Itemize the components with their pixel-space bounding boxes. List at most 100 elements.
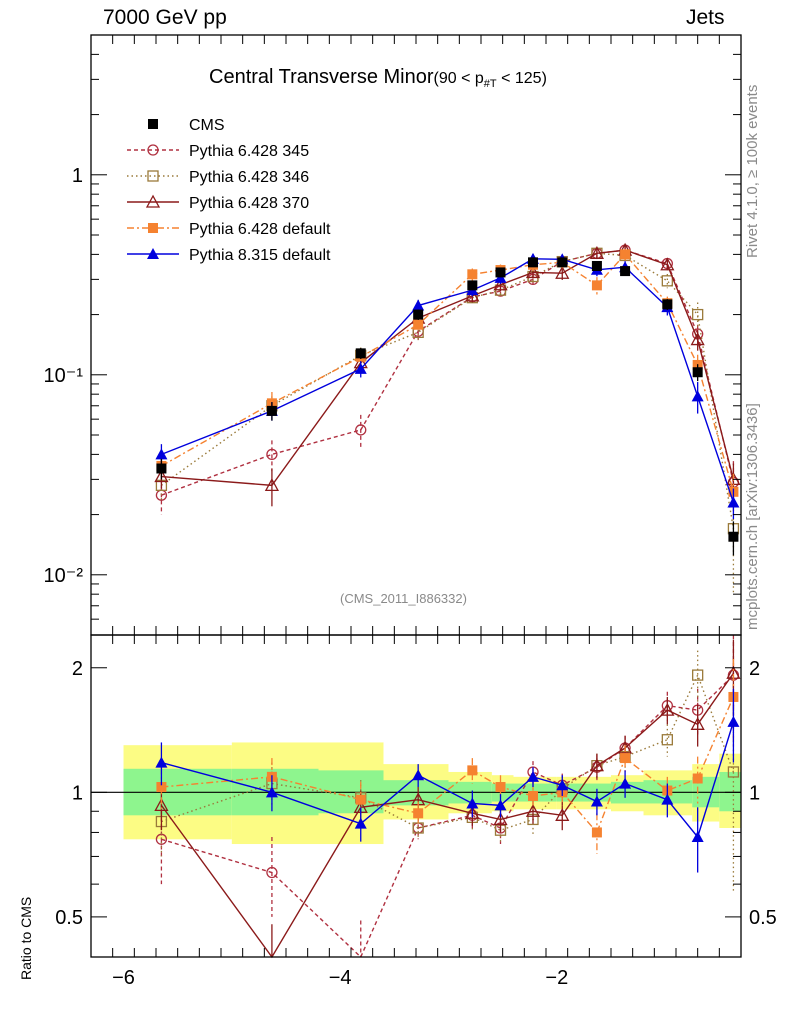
ratio-ytick-label-right: 2: [749, 658, 760, 680]
ratio-point: [466, 797, 479, 809]
ratio-point: [692, 669, 704, 681]
main-point: [557, 257, 568, 268]
legend-marker: [145, 194, 161, 208]
main-line-p428def: [161, 253, 735, 492]
main-line-p370: [161, 249, 735, 487]
collision-label: 7000 GeV pp: [103, 6, 227, 29]
main-line-p345: [161, 249, 735, 496]
legend-label: Pythia 6.428 346: [189, 169, 309, 186]
main-point: [493, 277, 508, 291]
main-point: [266, 448, 278, 461]
ratio-point: [413, 808, 424, 819]
main-ytick-label: 1: [72, 165, 83, 187]
main-ytick-label: 10⁻²: [44, 565, 84, 587]
ratio-point: [727, 766, 740, 778]
process-label: Jets: [686, 6, 725, 29]
main-point: [525, 265, 541, 279]
analysis-reference: (CMS_2011_I886332): [340, 591, 467, 606]
ratio-point: [692, 773, 703, 784]
main-point: [465, 288, 480, 302]
main-point: [589, 245, 605, 259]
title-cut-sub: #T: [483, 78, 497, 91]
ratio-point: [590, 795, 603, 807]
main-line-p8: [161, 258, 735, 503]
main-point: [690, 332, 705, 346]
ratio-point: [528, 790, 538, 801]
ratio-point: [727, 715, 740, 727]
main-point: [727, 496, 740, 508]
main-point: [692, 308, 704, 321]
main-point: [154, 469, 169, 483]
main-point: [355, 348, 366, 359]
ratio-point: [556, 779, 569, 791]
title-cut-suffix: < 125): [496, 70, 547, 87]
ratio-ytick-label-right: 0.5: [749, 907, 777, 929]
legend-label: Pythia 6.428 370: [189, 195, 309, 212]
main-point: [494, 271, 507, 283]
ratio-point: [589, 758, 605, 772]
main-point: [412, 299, 425, 311]
legend-label: Pythia 6.428 345: [189, 143, 309, 160]
main-point: [156, 463, 167, 474]
main-point: [555, 265, 570, 279]
legend-marker: [148, 223, 158, 233]
xtick-label: −4: [329, 967, 352, 989]
main-point: [661, 275, 673, 287]
main-point: [660, 257, 675, 271]
ratio-point: [525, 803, 541, 817]
ratio-point: [661, 734, 673, 746]
legend: CMS Pythia 6.428 345 Pythia 6.428 346 Pythi…: [127, 117, 331, 264]
main-point: [728, 531, 739, 542]
main-point: [264, 478, 280, 492]
ratio-point: [467, 765, 478, 776]
main-point: [413, 319, 424, 330]
main-point: [591, 280, 602, 291]
legend-marker: [148, 119, 158, 129]
ratio-point: [617, 740, 633, 754]
xtick-label: −2: [545, 967, 568, 989]
legend-marker: [147, 248, 159, 259]
title-cut: (90 < p#T < 125): [433, 70, 547, 91]
main-point: [495, 267, 506, 278]
main-series-p345: [160, 245, 735, 515]
legend-label: Pythia 8.315 default: [189, 247, 331, 264]
main-ytick-label: 10⁻¹: [44, 365, 84, 387]
band-green: [719, 771, 741, 812]
ratio-point: [265, 786, 278, 798]
main-point: [528, 257, 538, 268]
ratio-point: [495, 782, 506, 793]
ratio-point: [155, 756, 168, 768]
mcplots-label: mcplots.cern.ch [arXiv:1306.3436]: [744, 403, 761, 630]
main-point: [355, 424, 367, 436]
rivet-label: Rivet 4.1.0, ≥ 100k events: [744, 84, 761, 258]
title-cut-prefix: (90 < p: [433, 70, 484, 87]
legend-label: CMS: [189, 117, 225, 134]
ratio-point: [660, 702, 675, 716]
chart-title: Central Transverse Minor(90 < p#T < 125): [209, 66, 547, 90]
main-point: [620, 266, 631, 277]
main-point: [354, 362, 367, 374]
main-point: [620, 249, 631, 260]
legend-marker: [147, 170, 159, 182]
legend-marker: [147, 144, 159, 156]
ratio-point: [266, 866, 278, 879]
ratio-ytick-label-left: 0.5: [55, 907, 83, 929]
ratio-point: [619, 777, 632, 789]
ratio-point: [156, 782, 167, 793]
ratio-point: [154, 798, 169, 812]
ratio-point: [355, 794, 366, 805]
ratio-ytick-label-left: 2: [72, 658, 83, 680]
ratio-point: [527, 770, 539, 782]
legend-label: Pythia 6.428 default: [189, 221, 331, 238]
ratio-point: [691, 830, 704, 842]
ratio-point: [555, 807, 570, 821]
ratio-point: [494, 799, 507, 811]
title-main: Central Transverse Minor: [209, 66, 434, 88]
ratio-point: [412, 769, 425, 781]
main-point: [266, 405, 277, 416]
main-point: [692, 367, 703, 378]
main-point: [467, 280, 478, 291]
main-point: [591, 260, 602, 271]
main-point: [155, 448, 168, 460]
